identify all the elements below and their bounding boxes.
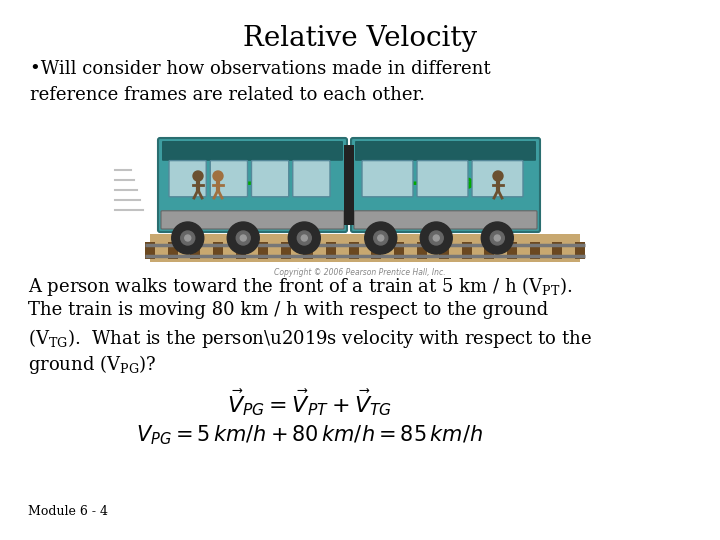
- Circle shape: [297, 231, 311, 245]
- Circle shape: [429, 231, 444, 245]
- Circle shape: [213, 171, 223, 181]
- Circle shape: [420, 222, 452, 254]
- FancyBboxPatch shape: [158, 138, 347, 232]
- FancyBboxPatch shape: [251, 160, 289, 197]
- Circle shape: [378, 235, 384, 241]
- FancyBboxPatch shape: [162, 141, 343, 161]
- FancyBboxPatch shape: [210, 160, 248, 197]
- Circle shape: [181, 231, 194, 245]
- FancyBboxPatch shape: [281, 242, 291, 259]
- Text: The train is moving 80 km / h with respect to the ground: The train is moving 80 km / h with respe…: [28, 301, 548, 319]
- Circle shape: [193, 171, 203, 181]
- Text: Relative Velocity: Relative Velocity: [243, 25, 477, 52]
- FancyBboxPatch shape: [354, 211, 537, 229]
- Circle shape: [228, 222, 259, 254]
- Circle shape: [481, 222, 513, 254]
- Circle shape: [365, 222, 397, 254]
- FancyBboxPatch shape: [258, 242, 268, 259]
- Text: •Will consider how observations made in different
reference frames are related t: •Will consider how observations made in …: [30, 60, 490, 104]
- Text: A person walks toward the front of a train at 5 km / h (V$_{\mathregular{PT}}$).: A person walks toward the front of a tra…: [28, 275, 572, 298]
- FancyBboxPatch shape: [348, 242, 359, 259]
- FancyBboxPatch shape: [472, 160, 523, 197]
- FancyBboxPatch shape: [190, 242, 200, 259]
- FancyBboxPatch shape: [213, 242, 223, 259]
- Circle shape: [185, 235, 191, 241]
- Circle shape: [495, 235, 500, 241]
- Circle shape: [374, 231, 388, 245]
- FancyBboxPatch shape: [351, 138, 540, 232]
- FancyBboxPatch shape: [417, 242, 426, 259]
- FancyBboxPatch shape: [362, 160, 413, 197]
- FancyBboxPatch shape: [293, 160, 330, 197]
- FancyBboxPatch shape: [161, 211, 344, 229]
- FancyBboxPatch shape: [145, 242, 155, 259]
- Text: Module 6 - 4: Module 6 - 4: [28, 505, 108, 518]
- Circle shape: [240, 235, 246, 241]
- FancyBboxPatch shape: [507, 242, 517, 259]
- FancyBboxPatch shape: [417, 160, 468, 197]
- FancyBboxPatch shape: [326, 242, 336, 259]
- FancyBboxPatch shape: [530, 242, 540, 259]
- Circle shape: [301, 235, 307, 241]
- FancyBboxPatch shape: [303, 242, 313, 259]
- FancyBboxPatch shape: [355, 141, 536, 161]
- Text: (V$_{\mathregular{TG}}$).  What is the person\u2019s velocity with respect to th: (V$_{\mathregular{TG}}$). What is the pe…: [28, 327, 592, 350]
- Circle shape: [490, 231, 504, 245]
- Text: $V_{PG} = 5\,km/h + 80\,km/h = 85\,km/h$: $V_{PG} = 5\,km/h + 80\,km/h = 85\,km/h$: [137, 423, 484, 447]
- FancyBboxPatch shape: [372, 242, 382, 259]
- Text: Copyright © 2006 Pearson Prentice Hall, Inc.: Copyright © 2006 Pearson Prentice Hall, …: [274, 268, 446, 277]
- FancyBboxPatch shape: [168, 242, 178, 259]
- Circle shape: [493, 171, 503, 181]
- Circle shape: [433, 235, 439, 241]
- FancyBboxPatch shape: [169, 160, 206, 197]
- FancyBboxPatch shape: [344, 145, 354, 225]
- FancyBboxPatch shape: [235, 242, 246, 259]
- Text: $\vec{V}_{PG} = \vec{V}_{PT} + \vec{V}_{TG}$: $\vec{V}_{PG} = \vec{V}_{PT} + \vec{V}_{…: [228, 387, 392, 418]
- Circle shape: [172, 222, 204, 254]
- Circle shape: [236, 231, 251, 245]
- Text: ground (V$_{\mathregular{PG}}$)?: ground (V$_{\mathregular{PG}}$)?: [28, 353, 156, 376]
- FancyBboxPatch shape: [485, 242, 495, 259]
- FancyBboxPatch shape: [439, 242, 449, 259]
- FancyBboxPatch shape: [575, 242, 585, 259]
- Circle shape: [288, 222, 320, 254]
- FancyBboxPatch shape: [552, 242, 562, 259]
- FancyBboxPatch shape: [394, 242, 404, 259]
- FancyBboxPatch shape: [150, 234, 580, 262]
- FancyBboxPatch shape: [462, 242, 472, 259]
